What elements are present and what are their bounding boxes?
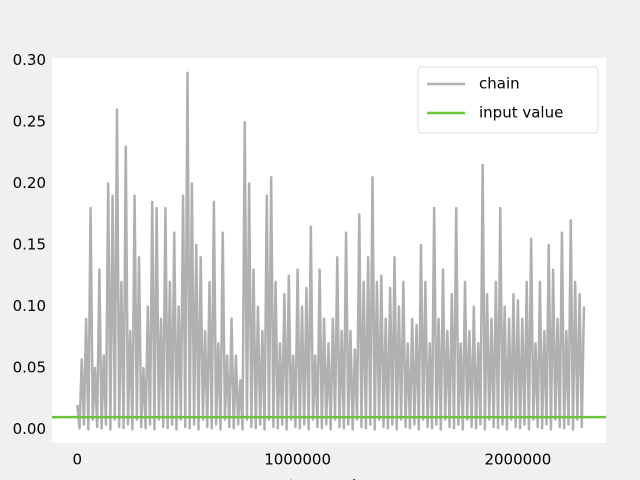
series-line: [76, 71, 586, 431]
x-tick-label: 1000000: [264, 451, 331, 469]
plot-marks: [52, 71, 606, 431]
y-tick-label: 0.05: [13, 358, 46, 376]
x-tick-label: 2000000: [484, 451, 551, 469]
legend-label: input value: [479, 104, 563, 122]
y-tick-label: 0.25: [13, 112, 46, 130]
y-tick-label: 0.20: [13, 174, 46, 192]
y-tick-label: 0.00: [13, 420, 46, 438]
y-tick-label: 0.10: [13, 297, 46, 315]
y-tick-label: 0.30: [13, 51, 46, 69]
x-axis-label: step number: [281, 477, 378, 480]
y-tick-label: 0.15: [13, 235, 46, 253]
x-tick-label: 0: [73, 451, 83, 469]
legend-label: chain: [479, 75, 520, 93]
